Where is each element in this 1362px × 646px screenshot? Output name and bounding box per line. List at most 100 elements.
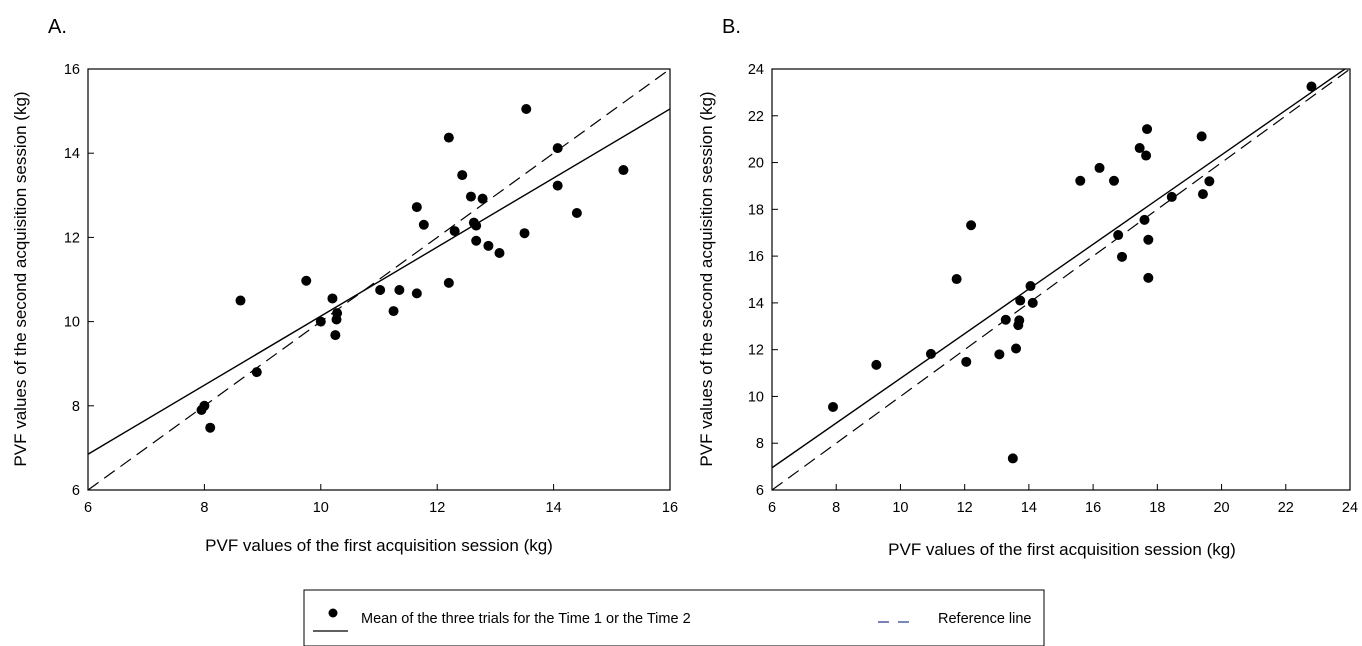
- x-tick-label: 8: [200, 500, 208, 516]
- x-axis-title-a: PVF values of the first acquisition sess…: [205, 536, 553, 555]
- data-point: [443, 132, 454, 143]
- data-point: [394, 285, 405, 296]
- legend-point-marker: [328, 608, 338, 618]
- data-point: [1000, 314, 1011, 325]
- fit-line: [88, 108, 670, 455]
- x-tick-label: 14: [546, 500, 562, 516]
- x-tick-label: 12: [429, 500, 445, 516]
- points-a: [196, 103, 629, 433]
- y-tick-label: 8: [72, 399, 80, 415]
- x-tick-label: 10: [892, 500, 908, 516]
- data-point: [1075, 175, 1086, 186]
- y-ticks-b: 6 8 10 12 14 16 18 20 22 24: [748, 62, 778, 499]
- data-point: [828, 401, 839, 412]
- y-tick-label: 20: [748, 156, 764, 172]
- x-ticks-a: 6 8 10 12 14 16: [84, 484, 678, 516]
- x-tick-label: 20: [1213, 500, 1229, 516]
- y-tick-label: 10: [748, 389, 764, 405]
- y-tick-label: 6: [756, 483, 764, 499]
- legend-reference-label: Reference line: [938, 611, 1032, 627]
- data-point: [1134, 143, 1145, 154]
- y-tick-label: 12: [64, 230, 80, 246]
- data-point: [1166, 191, 1177, 202]
- data-point: [494, 247, 505, 258]
- fit-line: [772, 69, 1347, 469]
- data-point: [519, 228, 530, 239]
- plot-frame-b: [771, 68, 1351, 491]
- data-point: [443, 277, 454, 288]
- data-point: [618, 165, 629, 176]
- y-tick-label: 16: [748, 249, 764, 265]
- data-point: [966, 220, 977, 231]
- data-point: [871, 359, 882, 370]
- reference-line: [772, 69, 1350, 490]
- data-point: [457, 170, 468, 181]
- y-tick-label: 10: [64, 315, 80, 331]
- x-tick-label: 10: [313, 500, 329, 516]
- lines-a: [88, 69, 670, 490]
- data-point: [951, 274, 962, 285]
- legend-box: [303, 589, 1045, 646]
- plot-frame-a: [87, 68, 671, 491]
- data-point: [483, 240, 494, 251]
- y-tick-label: 16: [64, 62, 80, 78]
- data-point: [1142, 124, 1153, 135]
- chart-panel-a: A. 6 8 10 12 14 16 6 8 10 12 14 16 PVF values of t…: [11, 16, 678, 555]
- chart-panel-b: B. 6 8 10 12 14 16 18 20 22 24 6 8 10 12 14 16 18 20 22 24…: [697, 16, 1358, 559]
- data-point: [205, 422, 216, 433]
- x-tick-label: 18: [1149, 500, 1165, 516]
- data-point: [471, 235, 482, 246]
- data-point: [1141, 150, 1152, 161]
- x-tick-label: 16: [1085, 500, 1101, 516]
- data-point: [477, 193, 488, 204]
- y-tick-label: 22: [748, 109, 764, 125]
- y-tick-label: 24: [748, 62, 764, 78]
- x-axis-title-b: PVF values of the first acquisition sess…: [888, 540, 1236, 559]
- data-point: [925, 348, 936, 359]
- data-point: [315, 316, 326, 327]
- panel-label-a: A.: [48, 16, 67, 38]
- y-tick-label: 14: [748, 296, 764, 312]
- y-axis-title-a: PVF values of the second acquisition ses…: [11, 91, 30, 466]
- data-point: [449, 226, 460, 237]
- data-point: [1108, 175, 1119, 186]
- data-point: [327, 293, 338, 304]
- y-axis-title-b: PVF values of the second acquisition ses…: [697, 91, 716, 466]
- points-b: [828, 81, 1317, 464]
- data-point: [1007, 453, 1018, 464]
- data-point: [411, 202, 422, 213]
- data-point: [1196, 131, 1207, 142]
- data-point: [552, 143, 563, 154]
- data-point: [571, 207, 582, 218]
- data-point: [1011, 343, 1022, 354]
- y-tick-label: 18: [748, 202, 764, 218]
- data-point: [199, 400, 210, 411]
- data-point: [301, 275, 312, 286]
- panel-label-b: B.: [722, 16, 741, 38]
- y-tick-label: 14: [64, 146, 80, 162]
- data-point: [251, 367, 262, 378]
- data-point: [332, 308, 343, 319]
- x-tick-label: 22: [1278, 500, 1294, 516]
- x-tick-label: 8: [832, 500, 840, 516]
- data-point: [411, 288, 422, 299]
- data-point: [471, 220, 482, 231]
- data-point: [1197, 189, 1208, 200]
- x-tick-label: 6: [768, 500, 776, 516]
- data-point: [1143, 272, 1154, 283]
- data-point: [1025, 281, 1036, 292]
- data-point: [1306, 81, 1317, 92]
- data-point: [375, 285, 386, 296]
- y-tick-label: 12: [748, 343, 764, 359]
- data-point: [1143, 234, 1154, 245]
- x-tick-label: 24: [1342, 500, 1358, 516]
- data-point: [1094, 162, 1105, 173]
- x-ticks-b: 6 8 10 12 14 16 18 20 22 24: [768, 484, 1358, 516]
- data-point: [418, 219, 429, 230]
- data-point: [465, 191, 476, 202]
- data-point: [1139, 214, 1150, 225]
- x-tick-label: 12: [957, 500, 973, 516]
- data-point: [330, 330, 341, 341]
- y-tick-label: 6: [72, 483, 80, 499]
